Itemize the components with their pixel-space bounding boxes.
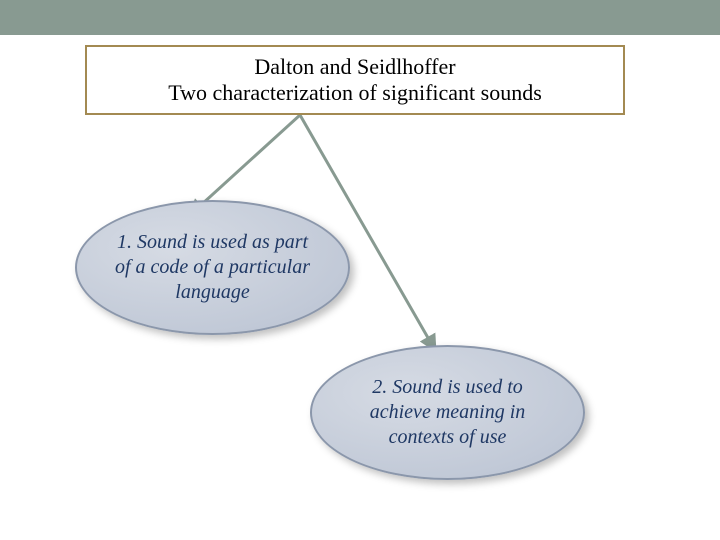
title-line-2: Two characterization of significant soun… xyxy=(168,80,542,106)
title-line-1: Dalton and Seidlhoffer xyxy=(254,54,455,80)
ellipse-node-1: 1. Sound is used as part of a code of a … xyxy=(75,200,350,335)
title-box: Dalton and Seidlhoffer Two characterizat… xyxy=(85,45,625,115)
ellipse-text-1: 1. Sound is used as part of a code of a … xyxy=(77,230,348,305)
top-band xyxy=(0,0,720,35)
ellipse-text-2: 2. Sound is used to achieve meaning in c… xyxy=(312,375,583,450)
ellipse-node-2: 2. Sound is used to achieve meaning in c… xyxy=(310,345,585,480)
